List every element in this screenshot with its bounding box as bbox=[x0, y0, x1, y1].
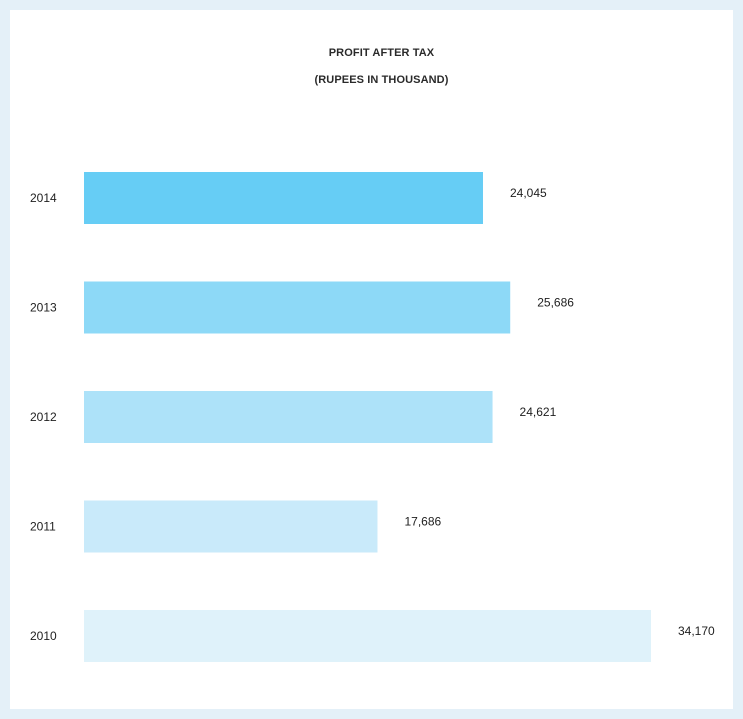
value-label-2012: 24,621 bbox=[520, 405, 557, 419]
bar-2010 bbox=[84, 610, 651, 662]
category-label-2014: 2014 bbox=[30, 191, 57, 205]
bar-2011 bbox=[84, 500, 378, 553]
category-label-2011: 2011 bbox=[30, 520, 56, 534]
value-label-2010: 34,170 bbox=[678, 624, 715, 638]
value-label-2013: 25,686 bbox=[537, 296, 574, 310]
category-label-2013: 2013 bbox=[30, 301, 57, 315]
chart-panel bbox=[10, 10, 733, 709]
value-label-2011: 17,686 bbox=[404, 515, 441, 529]
category-label-2010: 2010 bbox=[30, 629, 57, 643]
category-label-2012: 2012 bbox=[30, 410, 57, 424]
bar-2013 bbox=[84, 281, 511, 334]
bar-2014 bbox=[84, 172, 483, 224]
bar-2012 bbox=[84, 391, 493, 443]
value-label-2014: 24,045 bbox=[510, 186, 547, 200]
